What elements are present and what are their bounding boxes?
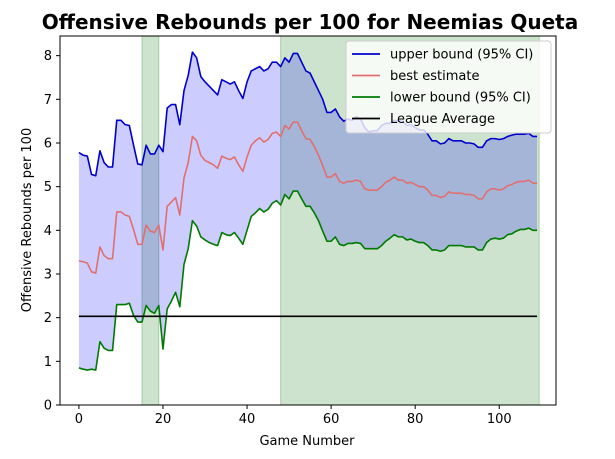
legend-entry: best estimate bbox=[390, 69, 479, 84]
y-tick-label: 2 bbox=[44, 311, 52, 326]
y-tick-label: 5 bbox=[44, 180, 52, 195]
x-tick-label: 20 bbox=[155, 412, 172, 427]
x-axis-ticks: 0 20 40 60 80 100 bbox=[75, 405, 512, 427]
x-axis-label: Game Number bbox=[259, 434, 355, 449]
x-tick-label: 60 bbox=[323, 412, 340, 427]
x-tick-label: 0 bbox=[75, 412, 83, 427]
lower-bound-line bbox=[78, 190, 538, 371]
plot-frame bbox=[59, 35, 557, 406]
y-tick-label: 1 bbox=[44, 355, 52, 370]
x-tick-label: 80 bbox=[407, 412, 424, 427]
y-tick-label: 4 bbox=[44, 224, 52, 239]
x-tick-label: 100 bbox=[487, 412, 512, 427]
legend-entry: League Average bbox=[390, 112, 495, 127]
y-axis-label: Offensive Rebounds per 100 bbox=[20, 128, 35, 312]
y-tick-label: 0 bbox=[44, 399, 52, 414]
legend: upper bound (95% CI) best estimate lower b… bbox=[345, 40, 552, 134]
axes-frame bbox=[59, 35, 557, 406]
best-estimate-line bbox=[78, 121, 538, 274]
y-tick-label: 3 bbox=[44, 267, 52, 282]
legend-box bbox=[345, 40, 552, 134]
y-tick-label: 8 bbox=[44, 49, 52, 64]
chart-title: Offensive Rebounds per 100 for Neemias Q… bbox=[42, 10, 578, 34]
y-axis-ticks: 0 1 2 3 4 5 6 7 8 bbox=[44, 49, 60, 414]
legend-entry: upper bound (95% CI) bbox=[390, 48, 533, 63]
upper-bound-line bbox=[78, 51, 538, 177]
series-lines bbox=[78, 51, 538, 371]
y-tick-label: 7 bbox=[44, 93, 52, 108]
legend-entry: lower bound (95% CI) bbox=[390, 91, 531, 106]
y-tick-label: 6 bbox=[44, 136, 52, 151]
x-tick-label: 40 bbox=[239, 412, 256, 427]
